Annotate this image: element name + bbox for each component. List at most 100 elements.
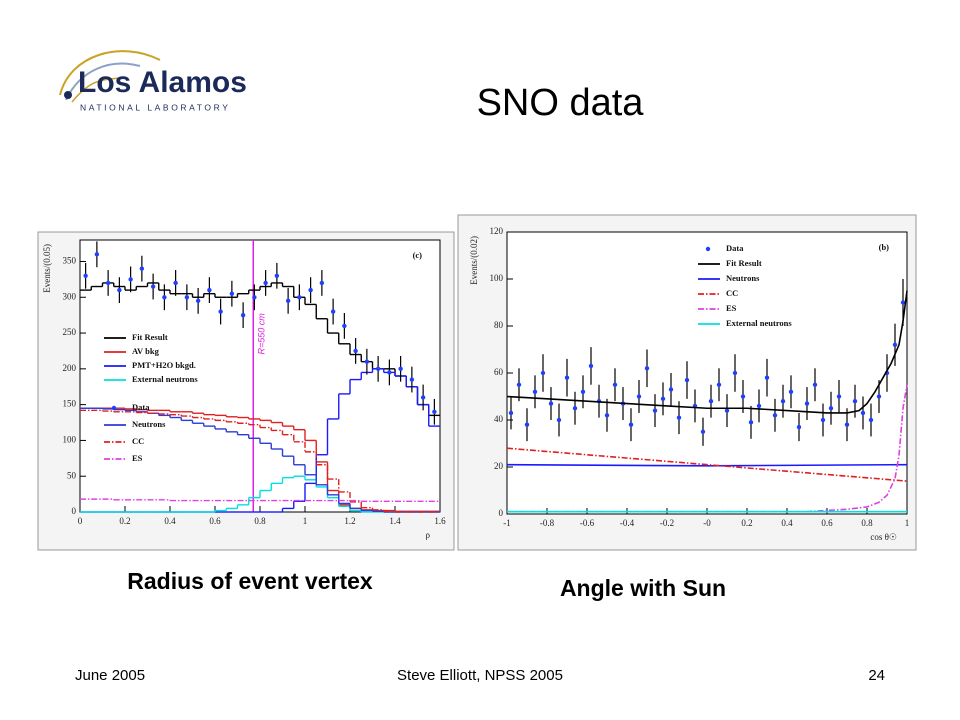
- data-point: [229, 291, 235, 296]
- data-point: [274, 273, 280, 278]
- data-point: [375, 366, 381, 372]
- x-tick-label: 0.2: [741, 518, 752, 528]
- y-tick-label: 150: [63, 399, 77, 409]
- y-tick-label: 0: [72, 506, 77, 516]
- y-tick-label: 350: [63, 256, 77, 266]
- data-point: [409, 377, 415, 382]
- data-point: [207, 287, 212, 293]
- data-point: [652, 408, 658, 413]
- logo-arc: [65, 62, 141, 101]
- data-point: [580, 389, 586, 394]
- x-tick-label: -0: [703, 518, 711, 528]
- data-point: [508, 410, 514, 416]
- x-axis-label: ρ: [426, 530, 431, 540]
- data-point: [852, 399, 858, 404]
- data-point: [700, 429, 706, 434]
- data-point: [532, 389, 538, 394]
- legend-label: Neutrons: [726, 273, 760, 283]
- y-tick-label: 120: [490, 226, 504, 236]
- data-point: [676, 415, 682, 420]
- legend-label: Data: [132, 402, 150, 412]
- series-line: [507, 384, 908, 513]
- x-tick-label: 0.2: [119, 516, 130, 526]
- x-tick-label: 0.8: [861, 518, 873, 528]
- y-tick-label: 250: [63, 327, 77, 337]
- chart: 0 50 100 150 200 250 300 350 0 0.2 0.4 0.6 0.8 1 1.2 1.…: [37, 231, 455, 551]
- legend-label: AV bkg: [132, 346, 160, 356]
- data-point: [660, 396, 666, 402]
- data-point: [876, 394, 882, 399]
- data-point: [218, 309, 223, 314]
- data-point: [868, 417, 874, 423]
- data-point: [796, 424, 802, 430]
- data-point: [420, 395, 426, 400]
- data-point: [285, 298, 291, 304]
- legend-label: CC: [132, 436, 144, 446]
- x-tick-label: -0.4: [620, 518, 635, 528]
- y-tick-label: 100: [63, 434, 77, 444]
- data-point: [836, 394, 842, 399]
- x-tick-label: 0.8: [254, 516, 266, 526]
- data-point: [604, 413, 610, 418]
- data-point: [748, 420, 754, 425]
- data-point: [732, 370, 738, 376]
- x-tick-label: 1.2: [344, 516, 355, 526]
- series-line: [506, 447, 908, 482]
- legend-label: CC: [726, 288, 738, 298]
- legend-marker: [705, 246, 711, 252]
- y-axis-label: Events/(0.05): [42, 244, 52, 293]
- data-point: [780, 399, 786, 404]
- x-tick-label: -0.6: [580, 518, 595, 528]
- data-point: [150, 284, 156, 289]
- data-point: [308, 287, 313, 293]
- data-point: [764, 375, 770, 380]
- logo-arc: [71, 77, 121, 103]
- data-point: [297, 295, 302, 300]
- data-point: [330, 309, 336, 314]
- data-point: [612, 382, 618, 387]
- data-point: [644, 366, 650, 371]
- y-tick-label: 40: [494, 414, 504, 424]
- data-point: [628, 422, 634, 427]
- data-point: [184, 295, 190, 300]
- data-point: [892, 342, 898, 347]
- data-point: [788, 389, 794, 394]
- x-tick-label: 0: [78, 516, 83, 526]
- y-tick-label: 200: [63, 363, 77, 373]
- data-point: [588, 363, 594, 369]
- legend-label: Data: [726, 243, 744, 253]
- data-point: [548, 401, 554, 406]
- y-tick-label: 80: [494, 320, 504, 330]
- footer-page: 24: [868, 667, 885, 684]
- data-point: [139, 266, 145, 271]
- legend-label: ES: [132, 453, 143, 463]
- x-tick-label: 1.4: [389, 516, 401, 526]
- data-point: [128, 277, 133, 282]
- data-point: [173, 280, 178, 286]
- data-point: [844, 422, 850, 427]
- logo: Los Alamos NATIONAL LABORATORY: [59, 50, 247, 112]
- data-point: [364, 359, 370, 364]
- data-point: [708, 399, 714, 404]
- footer-date: June 2005: [75, 667, 145, 684]
- data-point: [398, 366, 403, 372]
- data-point: [94, 252, 100, 257]
- data-point: [668, 387, 674, 392]
- data-point: [556, 417, 562, 423]
- y-tick-label: 100: [490, 273, 504, 283]
- legend-label: ES: [726, 303, 737, 313]
- plot-area: [79, 239, 441, 513]
- y-tick-label: 0: [499, 508, 504, 518]
- data-point: [540, 370, 546, 376]
- data-point: [117, 287, 122, 293]
- y-axis-label: Events/(0.02): [469, 236, 479, 285]
- data-point: [812, 382, 818, 387]
- data-point: [432, 409, 437, 414]
- data-point: [804, 401, 810, 406]
- y-tick-label: 50: [67, 470, 77, 480]
- data-point: [240, 312, 246, 318]
- data-point: [263, 280, 268, 286]
- caption: Radius of event vertex: [127, 568, 373, 594]
- x-tick-label: 0.6: [209, 516, 221, 526]
